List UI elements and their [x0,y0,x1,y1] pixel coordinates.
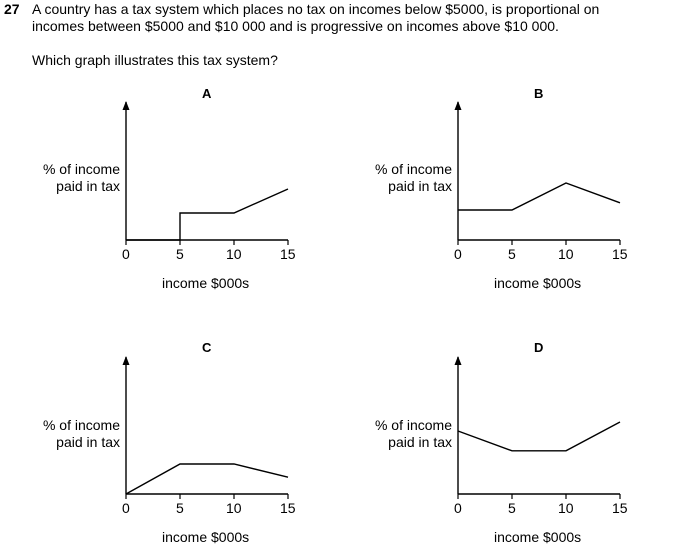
y-axis-arrow [122,101,130,110]
y-axis-label-line-1: % of income [374,417,452,433]
y-axis-label-line-2: paid in tax [388,434,452,450]
graph-plot [454,356,621,499]
question-number: 27 [4,1,20,17]
x-tick-label: 0 [454,500,462,516]
x-tick-label: 15 [280,500,296,516]
graph-label: A [202,86,212,101]
x-tick-label: 15 [612,500,628,516]
y-axis-arrow [122,356,130,365]
tax-rate-line [125,463,289,495]
y-axis-label-line-1: % of income [42,417,120,433]
x-axis-label: income $000s [162,275,250,291]
graph-label: C [202,340,212,355]
x-tick-label: 10 [558,500,574,516]
graph-label: D [534,340,544,355]
x-tick-label: 10 [226,500,242,516]
graph-b: B % of income paid in tax 0 5 10 15 income $000… [336,82,672,297]
x-tick-label: 0 [122,500,130,516]
y-axis-arrow [454,101,462,110]
graph-label: B [534,86,544,101]
y-axis-label: % of income paid in tax [43,161,120,195]
x-tick-label: 10 [226,246,242,262]
y-axis-label-line-2: paid in tax [56,434,120,450]
graph-plot [122,356,289,499]
tax-rate-line [126,188,289,241]
y-axis-label-line-2: paid in tax [56,178,120,194]
y-axis-label-line-1: % of income [374,161,452,177]
graph-c: C % of income paid in tax 0 5 10 15 income $000… [0,337,336,547]
tax-rate-line [458,182,621,211]
graph-plot [122,101,289,245]
x-axis-label: income $000s [494,275,582,291]
y-axis-label: % of income paid in tax [375,417,452,451]
x-tick-label: 5 [508,246,516,262]
graph-d: D % of income paid in tax 0 5 10 15 income $000… [336,337,672,547]
question-line-1: A country has a tax system which places … [32,1,600,17]
tax-rate-line [457,421,621,452]
y-axis-arrow [454,356,462,365]
question-line-2: incomes between $5000 and $10 000 and is… [32,18,559,34]
x-tick-label: 5 [176,246,184,262]
x-tick-label: 0 [122,246,130,262]
x-tick-label: 5 [176,500,184,516]
graph-plot [454,101,621,245]
question-prompt: Which graph illustrates this tax system? [32,52,278,68]
question-text: A country has a tax system which places … [32,1,668,35]
x-axis-label: income $000s [162,529,250,545]
y-axis-label-line-1: % of income [42,161,120,177]
x-tick-label: 5 [508,500,516,516]
graph-a: A % of income paid in tax 0 5 10 15 income $000… [0,82,336,297]
x-tick-label: 0 [454,246,462,262]
y-axis-label-line-2: paid in tax [388,178,452,194]
x-tick-label: 15 [612,246,628,262]
x-tick-label: 10 [558,246,574,262]
x-axis-label: income $000s [494,529,582,545]
x-tick-label: 15 [280,246,296,262]
y-axis-label: % of income paid in tax [375,161,452,195]
y-axis-label: % of income paid in tax [43,417,120,451]
